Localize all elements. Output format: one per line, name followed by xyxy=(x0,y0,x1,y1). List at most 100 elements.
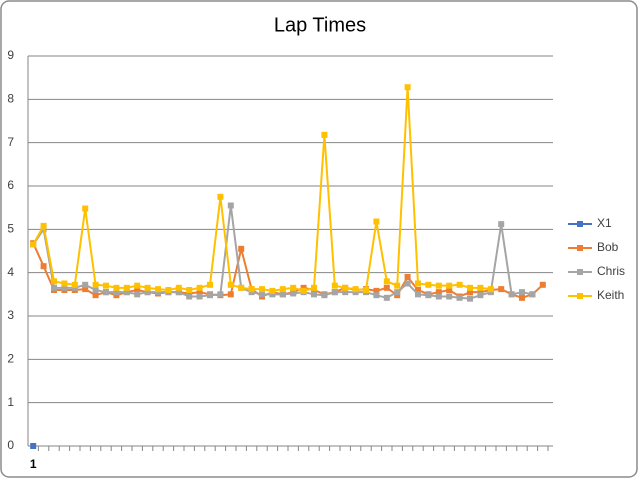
x-tick-label: 1 xyxy=(30,457,37,471)
point-marker xyxy=(383,278,390,285)
point-marker xyxy=(373,287,380,294)
point-marker xyxy=(155,286,161,293)
y-tick-label: 6 xyxy=(7,178,14,192)
y-tick-label: 3 xyxy=(7,308,14,322)
point-marker xyxy=(519,294,525,301)
point-marker xyxy=(227,202,234,209)
point-marker xyxy=(186,287,193,293)
legend-label: Chris xyxy=(597,264,625,278)
point-marker xyxy=(331,289,338,296)
point-marker xyxy=(259,291,265,298)
point-marker xyxy=(30,241,37,248)
point-marker xyxy=(123,284,130,291)
point-marker xyxy=(363,287,369,293)
point-marker xyxy=(82,205,89,212)
y-tick-label: 1 xyxy=(7,395,14,409)
point-marker xyxy=(519,289,525,296)
point-marker xyxy=(373,218,380,225)
point-marker xyxy=(279,291,286,298)
point-marker xyxy=(529,291,536,298)
point-marker xyxy=(113,289,120,296)
point-marker xyxy=(134,282,141,289)
point-marker xyxy=(508,291,515,298)
point-marker xyxy=(51,278,57,285)
legend-label: Keith xyxy=(597,288,624,302)
point-marker xyxy=(446,282,453,289)
point-marker xyxy=(342,289,349,296)
point-marker xyxy=(467,295,473,302)
point-marker xyxy=(113,292,120,299)
point-marker xyxy=(82,286,89,293)
point-marker xyxy=(92,292,99,299)
point-marker xyxy=(134,291,141,298)
point-marker xyxy=(92,281,99,288)
point-marker xyxy=(290,290,297,297)
point-marker xyxy=(300,287,307,294)
point-marker xyxy=(383,284,390,291)
point-marker xyxy=(279,286,286,293)
y-tick-label: 2 xyxy=(7,352,14,366)
point-marker xyxy=(269,291,276,298)
point-marker xyxy=(498,221,505,228)
point-marker xyxy=(71,281,78,288)
y-tick-label: 5 xyxy=(7,222,14,236)
point-marker xyxy=(373,292,380,299)
point-marker xyxy=(394,282,401,289)
point-marker xyxy=(30,443,37,449)
y-tick-label: 7 xyxy=(7,135,14,149)
point-marker xyxy=(383,294,390,301)
point-marker xyxy=(404,280,411,287)
y-tick-label: 4 xyxy=(7,265,14,279)
point-marker xyxy=(227,291,234,298)
legend-marker xyxy=(577,245,583,251)
point-marker xyxy=(269,287,276,294)
point-marker xyxy=(207,281,213,288)
point-marker xyxy=(40,263,47,270)
point-marker xyxy=(196,293,203,300)
legend-label: Bob xyxy=(597,240,619,254)
point-marker xyxy=(290,284,297,291)
point-marker xyxy=(175,284,182,291)
point-marker xyxy=(300,284,307,291)
point-marker xyxy=(425,292,432,299)
point-marker xyxy=(404,84,411,91)
point-marker xyxy=(446,287,453,293)
point-marker xyxy=(61,284,68,291)
point-marker xyxy=(394,292,401,299)
point-marker xyxy=(435,282,442,289)
point-marker xyxy=(238,245,245,252)
point-marker xyxy=(196,284,203,291)
y-tick-label: 0 xyxy=(7,438,14,452)
point-marker xyxy=(435,289,442,296)
point-marker xyxy=(103,289,109,296)
point-marker xyxy=(352,286,359,293)
point-marker xyxy=(40,222,47,229)
point-marker xyxy=(467,289,473,296)
point-marker xyxy=(352,289,359,296)
point-marker xyxy=(435,293,442,300)
point-marker xyxy=(404,274,411,280)
point-marker xyxy=(477,289,484,296)
legend-marker xyxy=(577,221,583,227)
point-marker xyxy=(186,290,193,297)
point-marker xyxy=(311,284,317,291)
point-marker xyxy=(487,289,494,296)
point-marker xyxy=(238,284,245,291)
point-marker xyxy=(331,282,338,289)
point-marker xyxy=(311,291,317,298)
point-marker xyxy=(487,286,494,293)
point-marker xyxy=(477,284,484,291)
point-marker xyxy=(248,289,255,296)
point-marker xyxy=(415,280,421,287)
point-marker xyxy=(113,284,120,291)
chart-title: Lap Times xyxy=(274,14,366,36)
point-marker xyxy=(321,131,328,138)
point-marker xyxy=(217,193,224,200)
point-marker xyxy=(82,281,89,288)
point-marker xyxy=(259,286,265,293)
point-marker xyxy=(456,281,463,288)
point-marker xyxy=(415,291,421,298)
y-tick-label: 8 xyxy=(7,92,14,106)
point-marker xyxy=(134,287,141,293)
